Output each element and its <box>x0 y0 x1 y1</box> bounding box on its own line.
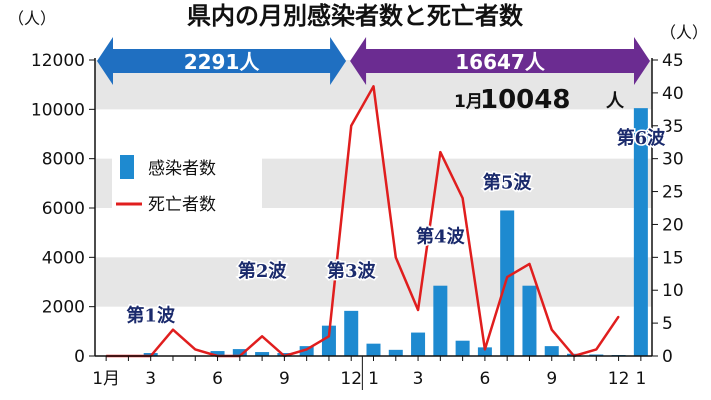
right-axis-unit: （人） <box>660 23 708 42</box>
death-point <box>305 348 308 351</box>
x-axis-ticks: 1月 3 6 9 12 1 3 6 9 12 1 <box>92 356 646 390</box>
x-tick-label: 1 <box>368 369 379 389</box>
infection-bar <box>522 285 537 356</box>
death-point <box>261 335 263 338</box>
death-series-line <box>106 85 620 358</box>
infection-bar <box>255 352 270 356</box>
left-tick-label: 12000 <box>31 51 85 71</box>
left-tick-label: 0 <box>74 347 85 367</box>
right-tick-label: 5 <box>662 314 673 334</box>
death-point <box>617 315 620 318</box>
death-point <box>528 263 531 265</box>
death-point <box>595 348 598 351</box>
legend-bar-swatch <box>120 155 134 179</box>
infection-bars <box>99 108 648 357</box>
infection-bar <box>411 332 426 356</box>
legend-label-deaths: 死亡者数 <box>148 195 216 215</box>
wave-annotations: 第1波 第2波 第3波 第4波 第5波 第6波 <box>125 125 668 328</box>
infection-bar <box>299 346 314 356</box>
legend: 感染者数 死亡者数 <box>112 148 262 224</box>
left-tick-label: 10000 <box>31 100 85 120</box>
callout-month: 1月 <box>454 92 483 112</box>
x-tick-label: 1 <box>635 369 646 389</box>
right-tick-label: 0 <box>662 347 673 367</box>
infection-bar <box>232 349 247 356</box>
death-point <box>194 348 197 351</box>
death-point <box>461 197 464 199</box>
wave-label: 第5波 <box>483 171 533 193</box>
right-tick-label: 25 <box>662 183 684 203</box>
wave-label: 第4波 <box>416 226 466 248</box>
right-tick-label: 40 <box>662 84 684 104</box>
infection-bar <box>366 343 381 356</box>
death-point <box>172 328 174 331</box>
right-tick-label: 20 <box>662 215 684 235</box>
left-tick-label: 2000 <box>42 298 85 318</box>
period-label: 16647人 <box>455 50 546 74</box>
period-arrow <box>97 37 347 85</box>
infection-bar <box>455 340 470 356</box>
right-axis-ticks: 0 5 10 15 20 25 30 35 40 45 <box>652 51 684 367</box>
left-tick-label: 6000 <box>42 199 85 219</box>
x-tick-label: 3 <box>145 369 156 389</box>
wave-label: 第1波 <box>126 304 176 326</box>
x-tick-label: 1月 <box>92 369 120 389</box>
left-axis-unit: （人） <box>8 9 56 28</box>
x-tick-label: 9 <box>546 369 557 389</box>
chart-title: 県内の月別感染者数と死亡者数 <box>187 2 524 30</box>
infection-bar <box>433 285 448 356</box>
period-banners: 2291人 16647人 <box>97 37 650 85</box>
death-point <box>484 348 486 351</box>
x-tick-label: 6 <box>479 369 490 389</box>
x-tick-label: 12 <box>608 369 630 389</box>
x-tick-label: 3 <box>413 369 424 389</box>
infection-bar <box>321 325 336 356</box>
x-tick-label: 12 <box>340 369 362 389</box>
right-tick-label: 10 <box>662 281 684 301</box>
left-tick-label: 4000 <box>42 248 85 268</box>
death-point <box>372 85 375 88</box>
death-point <box>394 256 397 259</box>
period-arrow <box>350 37 650 85</box>
right-tick-label: 35 <box>662 117 684 137</box>
left-tick-label: 8000 <box>42 150 85 170</box>
x-tick-label: 6 <box>212 369 223 389</box>
legend-box <box>112 148 262 224</box>
grid-band <box>95 257 652 307</box>
callout-value: 10048 <box>480 85 570 115</box>
x-tick-label: 9 <box>279 369 290 389</box>
right-tick-label: 45 <box>662 51 684 71</box>
death-point <box>417 309 419 311</box>
infection-bar <box>633 108 648 357</box>
death-point <box>328 335 330 338</box>
infection-bar <box>388 349 403 356</box>
infection-bar <box>500 210 515 356</box>
infection-bar <box>544 346 559 356</box>
wave-label: 第2波 <box>238 260 288 282</box>
infection-bar <box>344 310 359 356</box>
right-tick-label: 15 <box>662 248 684 268</box>
period-label: 2291人 <box>184 50 261 74</box>
infection-bar <box>477 347 492 356</box>
infection-bar <box>210 351 225 356</box>
legend-label-infections: 感染者数 <box>148 159 216 179</box>
left-axis-ticks: 0 2000 4000 6000 8000 10000 12000 <box>31 51 95 367</box>
wave-label: 第6波 <box>617 127 667 149</box>
death-point <box>506 276 508 278</box>
callout-unit: 人 <box>606 91 625 112</box>
death-point <box>439 151 442 153</box>
callout: 1月 10048 人 <box>454 85 625 115</box>
wave-label: 第3波 <box>327 260 377 282</box>
death-point <box>350 124 353 127</box>
right-tick-label: 30 <box>662 150 684 170</box>
death-point <box>550 328 553 331</box>
